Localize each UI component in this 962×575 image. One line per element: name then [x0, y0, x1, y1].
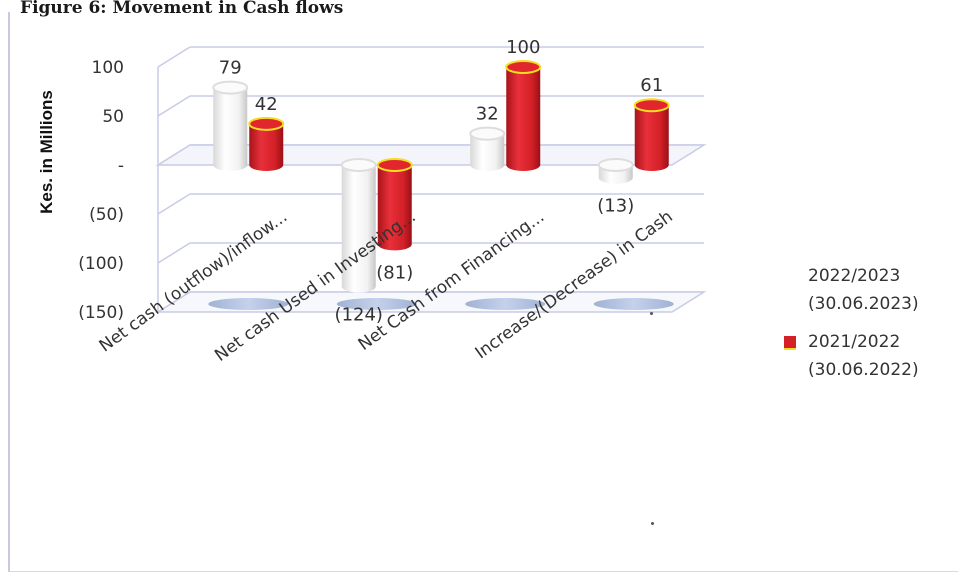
floor-shadow	[465, 298, 546, 310]
bar-2022-1	[376, 158, 413, 251]
legend-swatch-2022	[784, 336, 796, 350]
data-label: 32	[476, 104, 499, 125]
legend-label-2022-line1: 2021/2022	[808, 332, 901, 352]
data-label: 61	[640, 75, 663, 96]
legend: 2022/2023 (30.06.2023) 2021/2022 (30.06.…	[770, 262, 955, 394]
y-tick-label: 100	[92, 58, 124, 78]
data-label: 79	[219, 58, 242, 79]
bars-layer	[212, 60, 670, 293]
data-label: 100	[506, 37, 540, 58]
data-label: 42	[255, 94, 278, 115]
bar-2022-2-body	[506, 67, 541, 171]
y-tick-label: (150)	[78, 303, 124, 323]
legend-label-2023-line2: (30.06.2023)	[808, 294, 919, 314]
gridline-depth	[157, 46, 191, 68]
chart-frame: Figure 6: Movement in Cash flows	[8, 0, 958, 572]
y-axis-title: Kes. in Millions	[37, 90, 56, 214]
bar-2023-3-top	[597, 158, 634, 172]
bar-2023-1-top	[340, 158, 377, 172]
bar-2022-1-body	[377, 165, 412, 251]
gridline-depth	[157, 95, 191, 117]
floor-shadow	[593, 298, 674, 310]
bar-2022-3-body	[634, 105, 669, 171]
data-label: (124)	[335, 305, 383, 326]
data-label: (81)	[376, 262, 413, 283]
gridline-depth	[157, 242, 191, 264]
y-tick-label: (100)	[78, 254, 124, 274]
floor-layer	[155, 144, 707, 313]
bar-2023-1	[340, 158, 377, 293]
bar-2023-2-body	[470, 133, 505, 171]
floor-shadow	[336, 298, 417, 310]
bar-2022-3	[633, 98, 670, 171]
y-tick-label: -	[118, 156, 124, 176]
bar-2022-1-top	[376, 158, 413, 172]
figure-caption: Figure 6: Movement in Cash flows	[20, 0, 344, 18]
bar-2022-3-top	[633, 98, 670, 113]
legend-label-2022-line2: (30.06.2022)	[808, 360, 919, 380]
floor-plane	[155, 291, 707, 313]
category-label: Net cash Used in Investing...	[211, 207, 420, 366]
scan-speck	[651, 522, 654, 525]
bar-2022-2-top	[505, 60, 542, 74]
legend-entry-2023: 2022/2023 (30.06.2023)	[770, 262, 955, 318]
bar-2023-2-top	[469, 126, 506, 141]
bar-2022-2	[505, 60, 542, 171]
bar-2022-0	[248, 116, 285, 171]
gridline-depth	[157, 193, 191, 215]
bar-2023-0-top	[212, 80, 249, 95]
legend-entry-2022: 2021/2022 (30.06.2022)	[770, 328, 955, 384]
bar-2023-0	[212, 80, 249, 171]
bar-2023-2	[469, 126, 506, 171]
legend-label-2023-line1: 2022/2023	[808, 266, 901, 286]
bar-2023-3	[597, 158, 634, 184]
floor-shadow	[208, 298, 289, 310]
bar-2022-0-top	[248, 116, 285, 131]
bar-2023-1-body	[341, 165, 376, 293]
data-label: (13)	[597, 196, 634, 217]
y-tick-label: 50	[102, 107, 124, 127]
bar-2023-0-body	[213, 87, 248, 171]
bar-2022-0-body	[249, 123, 284, 171]
y-tick-label: (50)	[89, 205, 124, 225]
scan-speck	[650, 312, 653, 315]
